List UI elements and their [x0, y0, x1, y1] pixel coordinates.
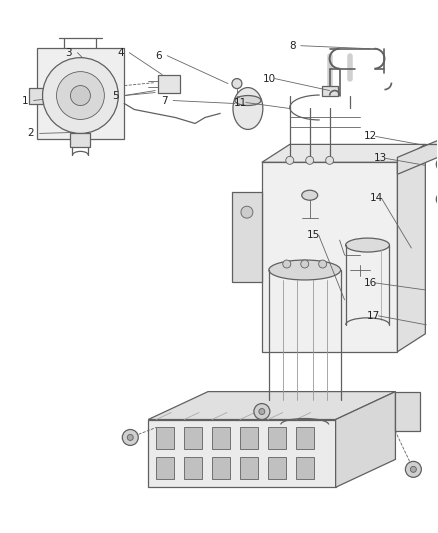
Polygon shape — [71, 133, 90, 148]
Bar — [212, 427, 230, 449]
Text: 7: 7 — [161, 95, 168, 106]
Ellipse shape — [346, 238, 389, 252]
Text: 13: 13 — [374, 154, 387, 163]
Text: 17: 17 — [367, 311, 380, 321]
Bar — [268, 427, 286, 449]
Polygon shape — [397, 144, 425, 352]
Text: 6: 6 — [155, 51, 162, 61]
Circle shape — [406, 462, 421, 478]
Polygon shape — [232, 192, 262, 282]
Polygon shape — [148, 419, 336, 487]
Circle shape — [241, 206, 253, 218]
Ellipse shape — [235, 95, 261, 106]
Circle shape — [127, 434, 133, 440]
Circle shape — [57, 71, 104, 119]
Bar — [240, 457, 258, 479]
Circle shape — [71, 86, 90, 106]
Text: 15: 15 — [307, 230, 320, 240]
Polygon shape — [262, 144, 425, 163]
Bar — [212, 457, 230, 479]
Circle shape — [42, 58, 118, 133]
Circle shape — [259, 409, 265, 415]
Ellipse shape — [269, 260, 341, 280]
Polygon shape — [37, 47, 124, 140]
Bar — [156, 457, 174, 479]
Polygon shape — [28, 87, 42, 103]
Bar — [158, 75, 180, 93]
Bar — [296, 457, 314, 479]
Text: 1: 1 — [21, 95, 28, 106]
Polygon shape — [148, 392, 396, 419]
Ellipse shape — [233, 87, 263, 130]
Text: 8: 8 — [289, 41, 295, 51]
Text: 11: 11 — [234, 98, 247, 108]
Text: 3: 3 — [66, 47, 72, 58]
Circle shape — [301, 260, 309, 268]
Bar — [240, 427, 258, 449]
Circle shape — [283, 260, 291, 268]
Circle shape — [122, 430, 138, 446]
Bar — [156, 427, 174, 449]
Text: 10: 10 — [263, 74, 276, 84]
Bar — [296, 427, 314, 449]
Polygon shape — [269, 400, 341, 424]
Text: 12: 12 — [364, 132, 377, 141]
Bar — [184, 457, 202, 479]
Circle shape — [306, 156, 314, 164]
Bar — [184, 427, 202, 449]
Polygon shape — [262, 163, 397, 352]
Text: 2: 2 — [28, 128, 34, 139]
Circle shape — [436, 157, 438, 171]
Polygon shape — [397, 140, 438, 174]
Text: 16: 16 — [364, 278, 377, 288]
Circle shape — [319, 260, 327, 268]
Circle shape — [410, 466, 417, 472]
Circle shape — [436, 192, 438, 206]
Text: 4: 4 — [117, 47, 124, 58]
Text: 14: 14 — [370, 193, 383, 203]
Ellipse shape — [302, 190, 318, 200]
Bar — [268, 457, 286, 479]
Text: 5: 5 — [112, 91, 119, 101]
Bar — [321, 86, 338, 95]
Circle shape — [286, 156, 294, 164]
Polygon shape — [396, 392, 420, 432]
Circle shape — [326, 156, 334, 164]
Circle shape — [254, 403, 270, 419]
Polygon shape — [336, 392, 396, 487]
Circle shape — [232, 78, 242, 88]
